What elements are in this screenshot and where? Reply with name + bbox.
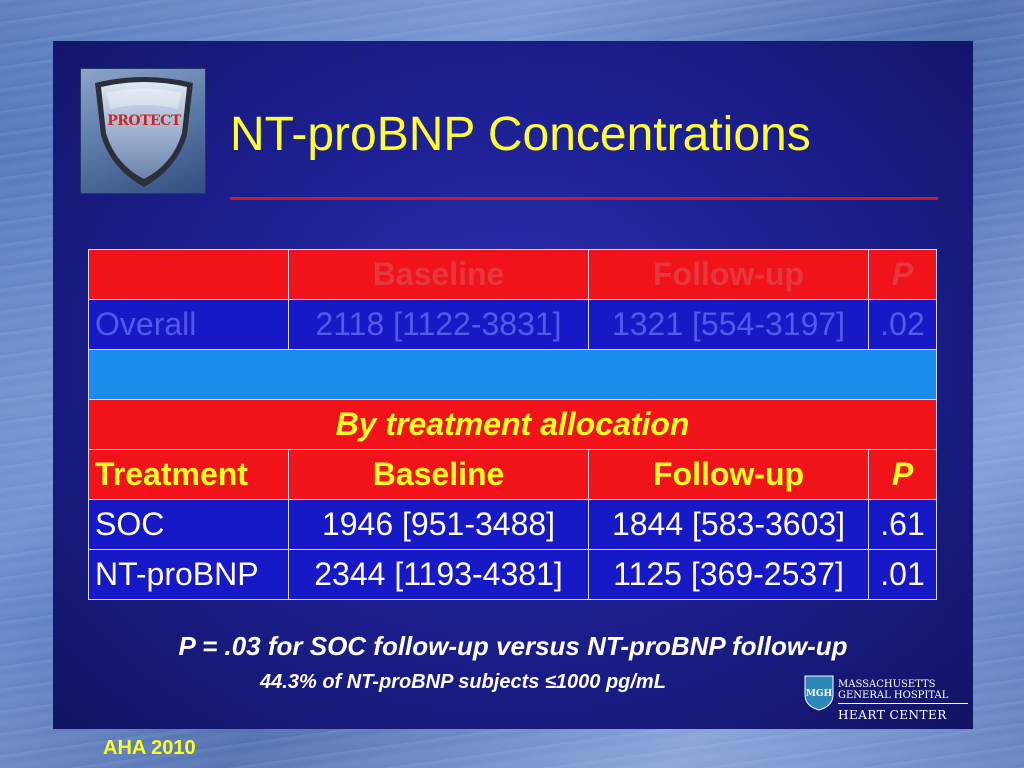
allocation-heading: By treatment allocation — [88, 399, 937, 450]
header-p: P — [868, 449, 937, 500]
logo-text: PROTECT — [107, 113, 181, 129]
header-baseline: Baseline — [288, 249, 589, 300]
header-baseline: Baseline — [288, 449, 589, 500]
spacer-row — [88, 349, 937, 400]
shield-text: MGH — [806, 689, 833, 699]
mgh-line1: MASSACHUSETTS — [838, 679, 936, 690]
cell-p: .01 — [868, 549, 937, 600]
header-p: P — [868, 249, 937, 300]
p-value-note: P = .03 for SOC follow-up versus NT-proB… — [178, 631, 848, 661]
footer-label: AHA 2010 — [103, 737, 196, 759]
title-divider — [230, 197, 938, 200]
table-row-nt-probnp: NT-proBNP 2344 [1193-4381] 1125 [369-253… — [88, 549, 937, 600]
cell-baseline: 2344 [1193-4381] — [288, 549, 589, 600]
cell-label: Overall — [88, 299, 289, 350]
threshold-note: 44.3% of NT-proBNP subjects ≤1000 pg/mL — [260, 671, 666, 693]
allocation-heading-row: By treatment allocation — [88, 399, 937, 450]
cell-baseline: 1946 [951-3488] — [288, 499, 589, 550]
mgh-shield-icon: MGH — [804, 675, 834, 711]
cell-follow-up: 1844 [583-3603] — [588, 499, 869, 550]
header-follow-up: Follow-up — [588, 449, 869, 500]
page-title: NT-proBNP Concentrations — [230, 108, 811, 161]
mgh-line3: HEART CENTER — [838, 708, 947, 722]
cell-p: .02 — [868, 299, 937, 350]
overall-header-row: Baseline Follow-up P — [88, 249, 937, 300]
allocation-header-row: Treatment Baseline Follow-up P — [88, 449, 937, 500]
concentrations-table: Baseline Follow-up P Overall 2118 [1122-… — [88, 249, 937, 600]
table-row-overall: Overall 2118 [1122-3831] 1321 [554-3197]… — [88, 299, 937, 350]
header-treatment: Treatment — [88, 449, 289, 500]
mgh-line2: GENERAL HOSPITAL — [838, 690, 949, 701]
cell-baseline: 2118 [1122-3831] — [288, 299, 589, 350]
cell-follow-up: 1321 [554-3197] — [588, 299, 869, 350]
cell-treatment: SOC — [88, 499, 289, 550]
cell-follow-up: 1125 [369-2537] — [588, 549, 869, 600]
protect-logo: PROTECT — [80, 68, 206, 194]
header-empty — [88, 249, 289, 300]
table-row-soc: SOC 1946 [951-3488] 1844 [583-3603] .61 — [88, 499, 937, 550]
header-follow-up: Follow-up — [588, 249, 869, 300]
cell-treatment: NT-proBNP — [88, 549, 289, 600]
mgh-divider — [838, 703, 968, 704]
slide: PROTECT NT-proBNP Concentrations Baselin… — [53, 41, 973, 729]
spacer-cell — [88, 349, 937, 400]
cell-p: .61 — [868, 499, 937, 550]
mgh-logo: MGH MASSACHUSETTS GENERAL HOSPITAL HEART… — [804, 673, 970, 725]
shield-icon — [95, 77, 193, 187]
